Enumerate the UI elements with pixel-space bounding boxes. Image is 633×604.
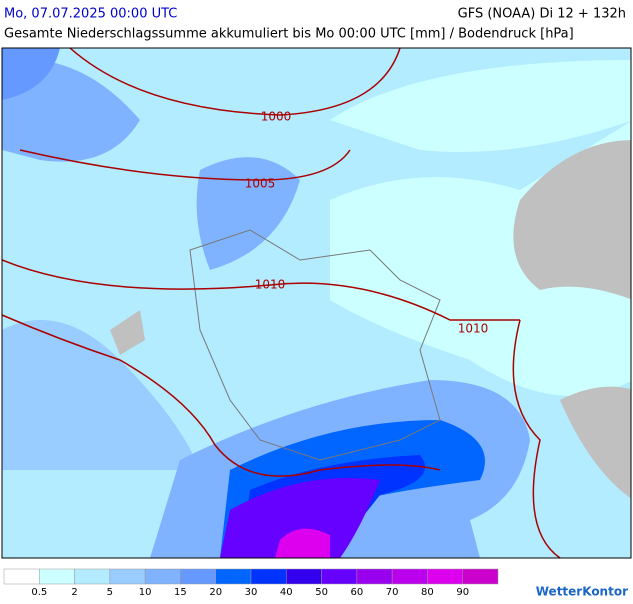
- subtitle: Gesamte Niederschlagssumme akkumuliert b…: [4, 27, 574, 42]
- isobar-label: 1000: [261, 110, 292, 124]
- legend-swatch: [74, 568, 111, 585]
- valid-time: Mo, 07.07.2025 00:00 UTC: [4, 7, 177, 22]
- legend-swatch: [391, 568, 428, 585]
- isobar-label: 1010: [255, 278, 286, 292]
- legend-label: 50: [315, 587, 328, 598]
- legend-label: 15: [174, 587, 187, 598]
- legend-label: 90: [456, 587, 469, 598]
- legend-swatch: [250, 568, 287, 585]
- legend-swatch: [215, 568, 252, 585]
- legend-label: 5: [107, 587, 113, 598]
- legend-label: 60: [350, 587, 363, 598]
- legend-swatch: [427, 568, 463, 585]
- legend-label: 2: [71, 587, 77, 598]
- legend-swatch: [39, 568, 75, 585]
- isobar-label: 1005: [245, 177, 276, 191]
- model-run: GFS (NOAA) Di 12 + 132h: [458, 7, 626, 22]
- legend-label: 40: [280, 587, 293, 598]
- legend-swatch: [3, 568, 40, 585]
- legend-swatch: [286, 568, 322, 585]
- legend-swatch: [321, 568, 358, 585]
- legend-label: 80: [421, 587, 434, 598]
- legend-label: 30: [245, 587, 258, 598]
- legend-swatch: [356, 568, 393, 585]
- legend-swatch: [180, 568, 216, 585]
- map: [1, 47, 632, 559]
- legend-label: 20: [209, 587, 222, 598]
- logo: WetterKontor: [536, 585, 628, 599]
- legend-label: 10: [139, 587, 152, 598]
- legend-label: 70: [386, 587, 399, 598]
- legend-swatch: [144, 568, 181, 585]
- legend-swatch: [462, 568, 499, 585]
- legend-swatch: [109, 568, 146, 585]
- legend-label: 0.5: [31, 587, 47, 598]
- isobar-label: 1010: [458, 322, 489, 336]
